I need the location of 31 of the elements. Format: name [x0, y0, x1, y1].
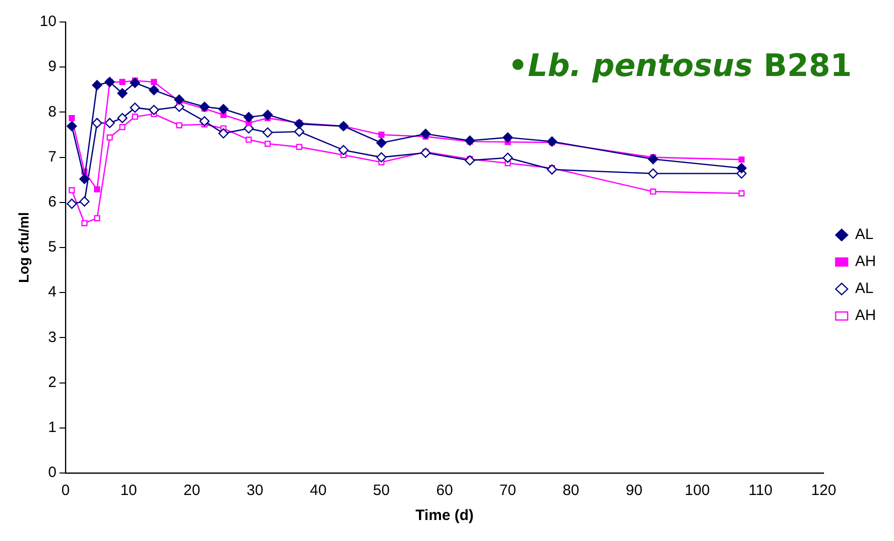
x-tick-label: 120: [811, 482, 836, 500]
x-tick-label: 80: [562, 482, 580, 500]
y-tick-label: 7: [48, 148, 56, 166]
y-tick-label: 0: [48, 464, 56, 482]
x-tick-label: 0: [61, 482, 70, 500]
x-axis-title: Time (d): [416, 507, 474, 524]
text: •Lb. pentosus B281: [508, 48, 852, 84]
y-tick-label: 10: [40, 13, 56, 30]
x-tick-label: 70: [499, 482, 516, 500]
y-tick-label: 2: [48, 374, 56, 391]
x-tick-label: 100: [684, 482, 710, 500]
x-tick-label: 90: [626, 482, 642, 500]
y-tick-label: 5: [48, 238, 56, 256]
y-tick-label: 1: [48, 419, 56, 436]
x-tick-label: 10: [120, 482, 138, 500]
x-tick-label: 50: [373, 482, 390, 500]
y-tick-label: 9: [48, 58, 56, 76]
legend-label: AL: [855, 226, 874, 244]
y-tick-label: 3: [48, 328, 56, 346]
legend-label: AH: [855, 307, 876, 324]
legend-label: AH: [855, 253, 876, 270]
y-axis-title: Log cfu/ml: [15, 212, 32, 283]
y-tick-label: 6: [48, 194, 56, 211]
y-tick-label: 8: [48, 103, 56, 120]
y-tick-label: 4: [48, 284, 56, 301]
x-tick-label: 30: [246, 482, 264, 500]
x-tick-label: 40: [310, 482, 327, 500]
x-tick-label: 60: [436, 482, 453, 500]
x-tick-label: 110: [748, 482, 772, 500]
legend-label: AL: [855, 280, 874, 298]
x-tick-label: 20: [184, 482, 200, 500]
